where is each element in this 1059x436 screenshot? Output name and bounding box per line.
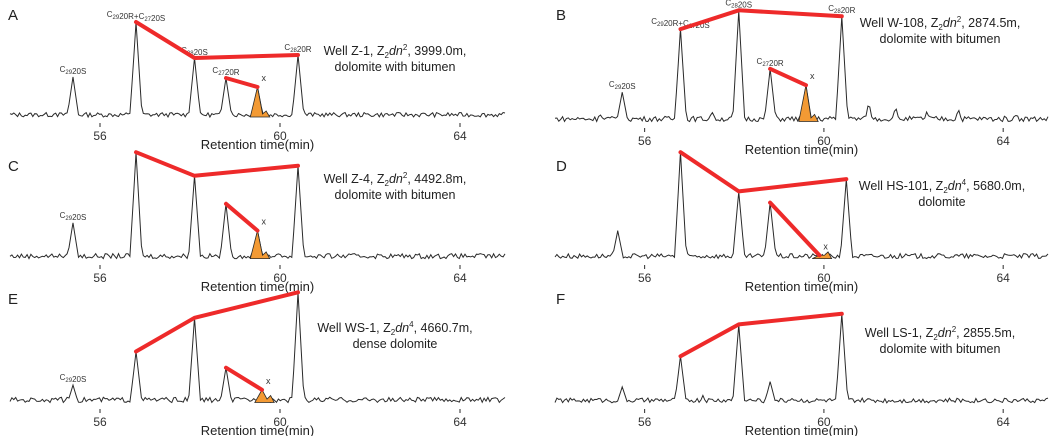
x-tick-label: 64 [997, 134, 1011, 148]
well-caption-line: dense dolomite [353, 337, 438, 351]
peak-label: C2720R [212, 66, 239, 77]
x-tick-label: 56 [93, 415, 107, 429]
shaded-peak-area [798, 85, 819, 122]
ratio-line [678, 8, 844, 32]
x-tick-label: 64 [997, 415, 1011, 429]
peak-label: C2920S [609, 80, 636, 91]
panel-letter: E [8, 291, 18, 308]
panel-c: C C2920S x 56 60 64 Retention time(min) Well Z-… [8, 150, 506, 294]
x-axis-label: Retention time(min) [201, 137, 314, 152]
x-axis-label: Retention time(min) [201, 279, 314, 294]
peak-label: C2820R [284, 43, 311, 54]
peak-label: C2720R [757, 57, 784, 68]
x-tick-label: 64 [997, 271, 1011, 285]
ratio-line [134, 290, 300, 354]
x-tick-label: 60 [273, 415, 287, 429]
x-tick-label: 60 [817, 415, 831, 429]
x-tick-label: 60 [273, 271, 287, 285]
peak-label: x [810, 71, 815, 81]
well-caption-line: dolomite with bitumen [335, 188, 456, 202]
x-tick-label: 56 [93, 129, 107, 143]
peak-label: x [823, 241, 828, 251]
well-caption-line: Well Z-4, Z2dn2, 4492.8m, [324, 171, 467, 188]
ratio-line [768, 66, 808, 88]
peak-label: x [262, 73, 267, 83]
shaded-peak-area [249, 86, 271, 118]
ratio-line [678, 150, 849, 194]
panel-d: Dx 56 60 64 Retention time(min) Well HS-101, … [554, 150, 1049, 294]
panel-b: BC2920SC2920R+C2720SC2820SC2720RxC2820R5… [554, 0, 1049, 157]
panel-letter: B [556, 7, 566, 24]
panel-letter: F [556, 291, 565, 308]
x-axis-label: Retention time(min) [745, 279, 858, 294]
shaded-peak-area [254, 388, 275, 403]
panel-f: F 56 60 64 Retention time(min) Well LS-1, Z2d… [554, 291, 1049, 436]
ratio-line [224, 76, 260, 89]
well-caption-line: Well WS-1, Z2dn4, 4660.7m, [317, 320, 472, 337]
panel-letter: A [8, 7, 18, 24]
panel-letter: D [556, 158, 567, 175]
x-tick-label: 60 [273, 129, 287, 143]
peak-label: C2920R+C2720S [107, 10, 166, 23]
chromatogram-trace [9, 292, 506, 404]
panel-letter: C [8, 158, 19, 175]
well-caption-line: Well Z-1, Z2dn2, 3999.0m, [324, 43, 467, 60]
ratio-line [224, 201, 260, 233]
chromatogram-trace [554, 313, 1049, 404]
x-tick-label: 56 [93, 271, 107, 285]
x-tick-label: 56 [638, 134, 652, 148]
peak-label: C2920S [60, 65, 87, 76]
x-tick-label: 64 [453, 129, 467, 143]
well-caption-line: dolomite with bitumen [335, 60, 456, 74]
ratio-line [678, 311, 844, 359]
well-caption-line: Well LS-1, Z2dn2, 2855.5m, [865, 325, 1015, 342]
peak-label: x [262, 217, 267, 227]
peak-label: C2820S [725, 0, 752, 9]
peak-label: C2820R [828, 4, 855, 15]
shaded-peak-area [249, 230, 271, 260]
peak-label: x [266, 376, 271, 386]
well-caption-line: Well W-108, Z2dn2, 2874.5m, [860, 15, 1021, 32]
x-tick-label: 56 [638, 415, 652, 429]
peak-label: C2920S [60, 211, 87, 222]
well-caption-line: dolomite with bitumen [880, 32, 1001, 46]
x-tick-label: 60 [817, 271, 831, 285]
x-axis-label: Retention time(min) [745, 423, 858, 436]
x-axis-label: Retention time(min) [201, 423, 314, 436]
well-caption-line: dolomite with bitumen [880, 342, 1001, 356]
chromatogram-trace [554, 152, 1049, 260]
ratio-line [768, 200, 822, 258]
x-tick-label: 56 [638, 271, 652, 285]
panel-a: AC2920SC2920R+C2720SC2820SC2720RxC2820R5… [8, 7, 506, 152]
x-tick-label: 60 [817, 134, 831, 148]
x-tick-label: 64 [453, 415, 467, 429]
ratio-line [134, 20, 300, 60]
x-tick-label: 64 [453, 271, 467, 285]
panel-e: E C2920S x 56 60 64 Retention time(min) Well WS… [8, 290, 506, 436]
well-caption-line: Well HS-101, Z2dn4, 5680.0m, [859, 178, 1025, 195]
peak-label: C2920S [60, 373, 87, 384]
well-caption-line: dolomite [918, 195, 965, 209]
ratio-line [134, 150, 300, 178]
x-axis-label: Retention time(min) [745, 142, 858, 157]
ratio-line [224, 365, 264, 392]
